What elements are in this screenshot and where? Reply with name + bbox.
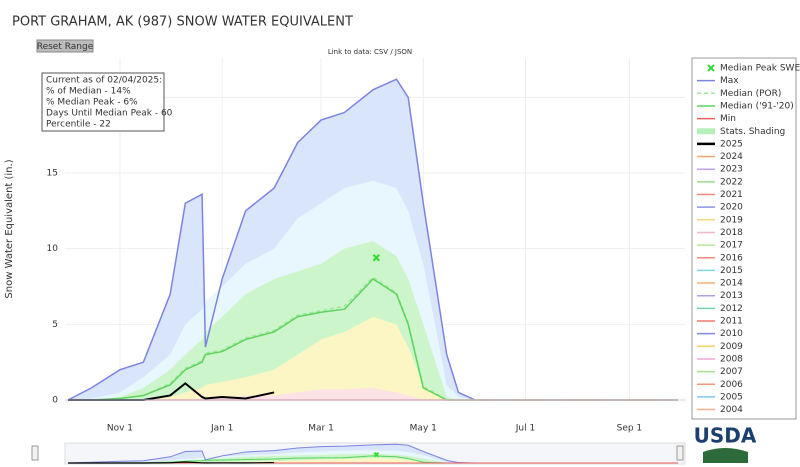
- legend-item[interactable]: 2009: [697, 342, 743, 352]
- legend-label[interactable]: 2005: [720, 392, 743, 402]
- legend-label[interactable]: 2010: [720, 329, 743, 339]
- shading-band: [68, 316, 678, 400]
- info-line: Current as of 02/04/2025:: [46, 76, 162, 86]
- plot-area: [65, 58, 685, 401]
- median-peak-marker: [373, 451, 380, 458]
- legend-item[interactable]: Median ('91-'20): [697, 101, 794, 111]
- legend-symbol: [707, 64, 715, 72]
- legend-item[interactable]: 2015: [697, 266, 743, 276]
- legend-item[interactable]: 2025: [697, 139, 743, 149]
- navigator-handle[interactable]: [31, 445, 39, 461]
- x-tick-label: Jul 1: [515, 424, 535, 434]
- legend-item[interactable]: 2005: [697, 392, 743, 402]
- series-line: [68, 276, 678, 401]
- reset-button[interactable]: Reset Range: [36, 39, 94, 53]
- legend-label[interactable]: 2025: [720, 139, 743, 149]
- info-line: Percentile - 22: [46, 120, 111, 130]
- legend-item[interactable]: 2017: [697, 241, 743, 251]
- legend-box: [691, 57, 797, 420]
- legend-label[interactable]: 2015: [720, 266, 743, 276]
- legend-label[interactable]: Median ('91-'20): [720, 101, 794, 111]
- legend-label[interactable]: 2023: [720, 165, 743, 175]
- legend-label[interactable]: 2022: [720, 177, 743, 187]
- y-axis-label: Snow Water Equivalent (in.): [4, 159, 15, 298]
- y-tick-label: 10: [47, 244, 59, 254]
- chart-title: PORT GRAHAM, AK (987) SNOW WATER EQUIVAL…: [12, 15, 353, 30]
- info-line: Days Until Median Peak - 60: [46, 109, 173, 119]
- navigator-handle[interactable]: [676, 445, 684, 461]
- legend-label[interactable]: 2013: [720, 291, 743, 301]
- legend-item[interactable]: 2006: [697, 380, 743, 390]
- legend-label[interactable]: 2006: [720, 380, 743, 390]
- legend-item[interactable]: 2013: [697, 291, 743, 301]
- info-box-bg: [41, 72, 165, 132]
- shading-band: [68, 458, 678, 463]
- legend-label[interactable]: Max: [720, 76, 739, 86]
- legend-label[interactable]: Median Peak SWE: [720, 64, 800, 74]
- legend-item[interactable]: Median (POR): [697, 89, 781, 99]
- x-tick-label: Jan 1: [210, 424, 233, 434]
- button-bg: [36, 39, 94, 53]
- legend-item[interactable]: 2014: [697, 279, 743, 289]
- legend-label[interactable]: 2021: [720, 190, 743, 200]
- legend-label[interactable]: Min: [720, 114, 736, 124]
- x-tick-label: May 1: [410, 424, 437, 434]
- shading-band: [68, 387, 678, 400]
- logo: USDA: [694, 424, 757, 463]
- legend-label[interactable]: 2017: [720, 241, 743, 251]
- legend-item[interactable]: 2008: [697, 354, 743, 364]
- y-tick-label: 15: [47, 169, 58, 179]
- legend-item[interactable]: Median Peak SWE: [707, 64, 800, 74]
- legend-label[interactable]: Stats. Shading: [720, 127, 785, 137]
- median-peak-marker: [372, 254, 381, 262]
- legend-label[interactable]: 2020: [720, 203, 743, 213]
- navigator: [31, 442, 686, 465]
- legend-label[interactable]: 2004: [720, 405, 743, 415]
- button-label[interactable]: Reset Range: [37, 42, 94, 52]
- legend-item[interactable]: 2024: [697, 152, 743, 162]
- legend-item[interactable]: 2020: [697, 203, 743, 213]
- legend-item[interactable]: 2018: [697, 228, 743, 238]
- legend-label[interactable]: 2012: [720, 304, 743, 314]
- legend-item[interactable]: Min: [697, 114, 736, 124]
- legend-symbol: [697, 128, 715, 135]
- legend-label[interactable]: 2024: [720, 152, 743, 162]
- legend-item[interactable]: 2011: [697, 317, 743, 327]
- legend-item[interactable]: 2019: [697, 215, 743, 225]
- legend: Median Peak SWE Max Median (POR) Median ('9…: [697, 64, 800, 415]
- legend-label[interactable]: 2011: [720, 317, 743, 327]
- y-tick-label: 0: [52, 396, 58, 406]
- info-box: Current as of 02/04/2025:% of Median - 1…: [41, 72, 173, 132]
- legend-item[interactable]: 2016: [697, 253, 743, 263]
- x-tick-label: Sep 1: [617, 424, 643, 434]
- legend-item[interactable]: Max: [697, 76, 739, 86]
- legend-item[interactable]: 2010: [697, 329, 743, 339]
- legend-item[interactable]: 2004: [697, 405, 743, 415]
- legend-item[interactable]: 2007: [697, 367, 743, 377]
- legend-label[interactable]: 2014: [720, 279, 743, 289]
- legend-label[interactable]: 2008: [720, 354, 743, 364]
- x-tick-label: Mar 1: [308, 424, 334, 434]
- data-link[interactable]: Link to data: CSV / JSON: [328, 48, 412, 56]
- legend-item[interactable]: 2022: [697, 177, 743, 187]
- legend-item[interactable]: 2012: [697, 304, 743, 314]
- legend-label[interactable]: 2009: [720, 342, 743, 352]
- legend-item[interactable]: Stats. Shading: [697, 127, 785, 137]
- info-line: % of Median - 14%: [46, 87, 131, 97]
- logo-text: USDA: [694, 424, 757, 448]
- logo-hill: [703, 448, 748, 463]
- legend-label[interactable]: 2007: [720, 367, 743, 377]
- legend-label[interactable]: 2018: [720, 228, 743, 238]
- legend-label[interactable]: Median (POR): [720, 89, 781, 99]
- info-line: % Median Peak - 6%: [46, 98, 138, 108]
- y-tick-label: 5: [52, 320, 58, 330]
- legend-item[interactable]: 2023: [697, 165, 743, 175]
- x-tick-label: Nov 1: [107, 424, 133, 434]
- legend-label[interactable]: 2019: [720, 215, 743, 225]
- legend-label[interactable]: 2016: [720, 253, 743, 263]
- legend-item[interactable]: 2021: [697, 190, 743, 200]
- series-line: [68, 461, 275, 464]
